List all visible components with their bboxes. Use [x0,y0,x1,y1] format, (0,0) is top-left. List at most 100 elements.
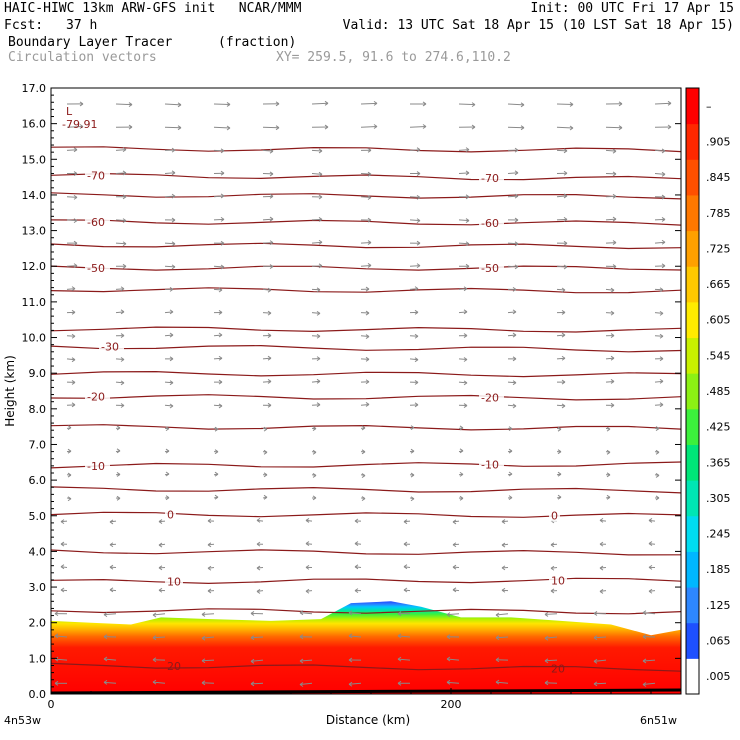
contour-label: 0 [551,509,558,522]
temperature-contour [51,344,681,353]
contour-label: 20 [551,662,565,675]
circulation-vector [409,147,421,153]
circulation-vector [452,542,460,548]
colorbar-swatch [686,159,699,196]
temperature-contour [51,146,681,153]
circulation-vector [164,495,170,501]
circulation-vector [213,355,223,361]
circulation-vector [654,239,666,245]
circulation-vector [66,309,76,315]
contour-label: -20 [481,392,499,405]
circulation-vector [54,611,68,617]
colorbar-swatch [686,551,699,588]
circulation-vector [213,170,225,176]
circulation-vector [256,588,264,594]
circulation-vector [262,287,272,293]
circulation-vector [354,564,362,570]
colorbar-swatch [686,408,699,445]
circulation-vector [397,656,411,662]
contour-label-bg [549,509,560,522]
circulation-vector [556,426,562,432]
circulation-vector [66,333,76,339]
valid-time: Valid: 13 UTC Sat 18 Apr 15 (10 LST Sat … [342,18,734,33]
init-time: Init: 00 UTC Fri 17 Apr 15 [530,1,735,16]
circulation-vector [409,263,421,269]
circulation-vector [66,263,78,269]
circulation-vector [164,356,174,362]
circulation-vector [507,495,513,501]
temperature-contour [51,608,681,615]
circulation-vector [60,564,68,570]
contour-label-bg [479,216,504,229]
colorbar-label: .425 [706,421,731,434]
circulation-vector [311,263,323,269]
circulation-vector [115,495,121,501]
circulation-vector [348,610,362,616]
tracer-fill [51,601,681,694]
plot-frame [50,87,682,695]
circulation-vector [360,356,370,362]
circulation-vector [66,448,72,454]
circulation-vector [501,519,509,524]
forecast-label: Fcst: [4,18,44,33]
circulation-vector [311,402,321,408]
circulation-vector [103,634,117,640]
circulation-vector [262,264,274,269]
circulation-vector [164,170,176,176]
circulation-vector [262,379,272,384]
circulation-vector [360,124,378,129]
circulation-vector [360,473,366,478]
circulation-vector [605,193,617,199]
colorbar-label: – [706,100,712,113]
circulation-vector [152,635,166,641]
contour-label-bg [99,340,124,353]
circulation-vector [158,542,166,548]
circulation-vector [360,263,372,268]
circulation-vector [115,147,127,153]
circulation-vector [213,449,219,455]
circulation-vector [256,565,264,571]
circulation-vector [115,403,125,408]
circulation-vector [452,519,460,525]
circulation-vector [556,102,574,107]
circulation-vector [305,564,313,570]
circulation-vector [60,587,68,593]
circulation-vector [446,656,460,662]
terrain-line [51,688,681,694]
circulation-vector [507,264,519,270]
colorbar-label: .665 [706,278,731,291]
y-tick-label: 10.0 [22,332,47,345]
circulation-vector [409,402,419,408]
y-tick-label: 17.0 [22,82,47,95]
circulation-vector [213,379,223,385]
circulation-vector [299,682,313,687]
circulation-vector [164,309,174,315]
circulation-vector [544,658,558,664]
circulation-vector [507,286,517,292]
circulation-vector [507,471,513,477]
circulation-vector [507,193,519,199]
temperature-contour [51,192,681,200]
colorbar: .005 .065 .125 .185 .245 .305 .365 .425 .485 .545… [685,87,731,695]
circulation-vector [158,587,166,593]
colorbar-label: .245 [706,528,731,541]
circulation-vector [115,263,127,269]
contour-label: -30 [101,341,119,354]
circulation-vector [605,402,615,408]
circulation-vector [115,448,121,454]
circulation-vector [360,425,366,431]
circulation-vector [354,518,362,524]
circulation-vector [458,147,470,153]
circulation-vector [348,657,362,663]
contour-label-bg [165,575,183,588]
circulation-vector [213,471,219,477]
contour-label: 20 [167,660,181,673]
field-unit: (fraction) [218,35,297,50]
circulation-vector [213,494,219,500]
circulation-vector [593,681,607,687]
circulation-vector [262,333,272,338]
circulation-vector [109,519,117,525]
temperature-contour [51,265,681,271]
circulation-vector [66,147,78,153]
circulation-vector [452,564,460,570]
